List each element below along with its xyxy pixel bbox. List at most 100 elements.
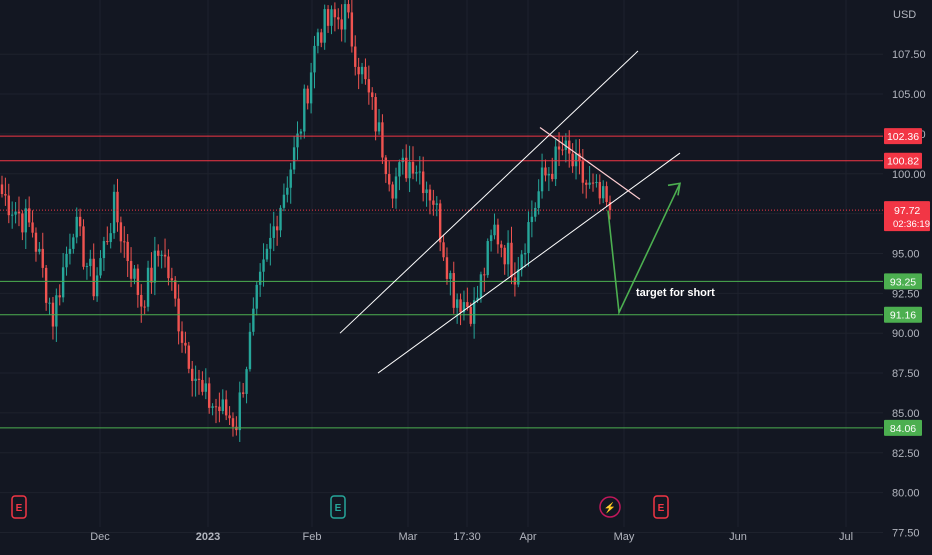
candle-body [493, 224, 496, 236]
price-tag-label: 91.16 [890, 310, 916, 322]
candle-body [255, 284, 258, 309]
candle-body [551, 173, 554, 180]
candle-body [269, 237, 272, 249]
candle-body [540, 167, 544, 192]
y-tick-label: 100.00 [892, 169, 926, 181]
candle-body [238, 392, 241, 431]
candle-body [544, 167, 547, 176]
candle-body [571, 153, 574, 167]
candle-body [299, 131, 303, 134]
candle-body [367, 79, 371, 93]
candle-body [554, 146, 557, 180]
candle-body [27, 208, 31, 223]
candle-body [398, 162, 401, 177]
candle-body [537, 191, 540, 208]
candle-body [323, 9, 326, 43]
candle-body [503, 247, 506, 265]
candle-body [7, 195, 10, 216]
candle-body [408, 162, 411, 179]
candle-body [191, 368, 194, 381]
candle-body [292, 147, 296, 170]
candle-body [360, 66, 364, 75]
candle-body [221, 399, 224, 412]
earnings-icon[interactable]: E [330, 495, 346, 519]
y-tick-label: 107.50 [892, 49, 926, 61]
candles [0, 0, 612, 442]
candle-body [333, 9, 337, 18]
y-tick-label: 95.00 [892, 248, 920, 260]
candle-body [204, 383, 207, 392]
candle-body [106, 241, 109, 243]
candle-body [415, 172, 418, 174]
currency-label: USD [893, 9, 916, 21]
candle-body [194, 378, 197, 381]
candle-body [72, 237, 75, 249]
candle-body [496, 224, 500, 245]
candle-body [374, 97, 377, 132]
y-tick-label: 82.50 [892, 448, 920, 460]
marker-glyph: E [658, 503, 665, 514]
candle-body [68, 248, 72, 254]
candle-body [102, 241, 106, 259]
candle-body [462, 302, 466, 313]
candle-body [180, 331, 184, 343]
candle-body [272, 226, 275, 238]
earnings-icon[interactable]: E [653, 495, 669, 519]
grid [0, 0, 883, 533]
drawings [339, 50, 681, 374]
candle-body [44, 267, 48, 303]
candle-body [282, 194, 286, 208]
candle-body [381, 122, 384, 158]
candle-body [564, 140, 568, 150]
marker-frame [330, 495, 346, 519]
price-tag-label: 93.25 [890, 276, 916, 288]
candle-body [207, 383, 211, 408]
candle-body [476, 297, 479, 301]
x-axis: Dec 2023 Feb Mar 17:30 Apr May Jun Jul [90, 531, 853, 543]
y-tick-label: 105.00 [892, 89, 926, 101]
candle-body [187, 345, 191, 369]
candle-body [21, 213, 24, 233]
candle-body [218, 406, 221, 412]
candle-body [10, 214, 14, 216]
candle-body [469, 306, 472, 324]
candle-body [568, 140, 571, 154]
candle-body [435, 203, 438, 205]
dividend-icon[interactable]: ⚡ [599, 496, 621, 518]
candle-body [34, 232, 38, 252]
candle-body [364, 66, 367, 80]
candle-body [174, 280, 177, 299]
candle-body [214, 406, 218, 408]
x-tick-label: Dec [90, 531, 110, 543]
x-tick-label: Feb [303, 531, 322, 543]
price-levels [0, 135, 883, 429]
annotation-target: target for short [636, 287, 715, 299]
candle-body [452, 273, 455, 308]
candle-body [61, 267, 65, 298]
candle-body [421, 171, 425, 194]
price-tag [884, 306, 922, 323]
candle-body [313, 45, 316, 73]
candle-body [534, 207, 537, 217]
candle-body [167, 256, 170, 279]
x-tick-label: Jun [729, 531, 747, 543]
candle-body [55, 295, 58, 327]
candle-body [31, 222, 34, 233]
projection-arrowhead [667, 182, 681, 196]
candle-body [309, 72, 313, 104]
candle-body [228, 415, 231, 419]
candle-body [75, 216, 78, 238]
candle-body [262, 259, 265, 272]
y-tick-label: 90.00 [892, 328, 920, 340]
candle-body [143, 306, 146, 308]
y-tick-label: 85.00 [892, 408, 920, 420]
candle-body [265, 248, 269, 260]
earnings-icon[interactable]: E [11, 495, 27, 519]
candle-body [38, 248, 41, 252]
candle-body [347, 4, 350, 13]
candle-body [24, 208, 27, 233]
candle-body [157, 250, 160, 256]
candle-body [411, 162, 415, 174]
